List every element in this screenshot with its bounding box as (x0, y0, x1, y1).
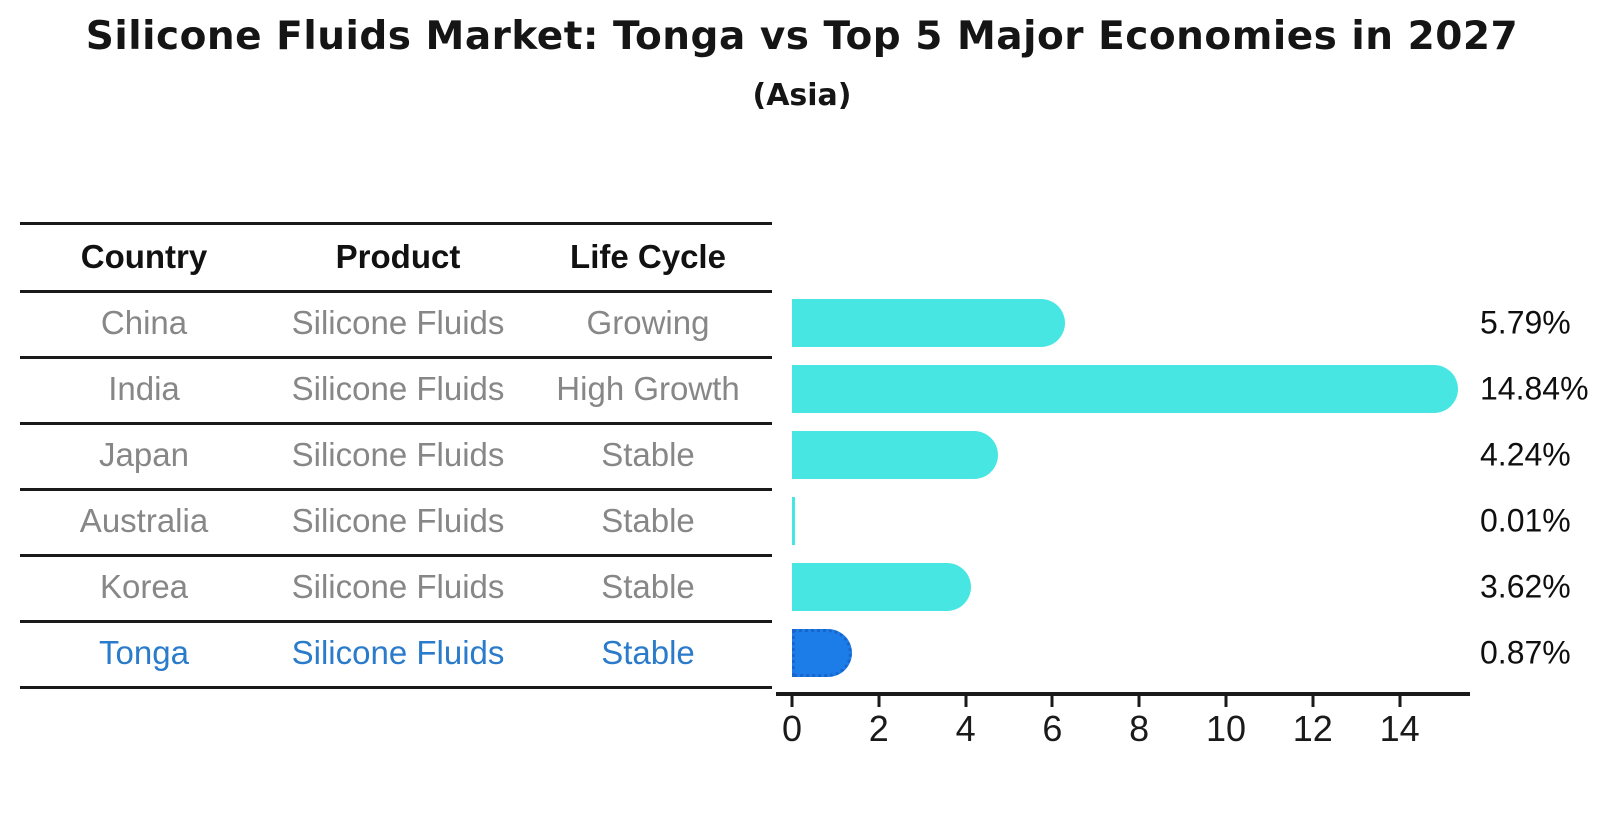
table-cell: Growing (586, 304, 710, 341)
x-axis-tick (877, 696, 881, 707)
bar-china (792, 299, 1066, 347)
x-axis-tick-label: 14 (1379, 708, 1420, 749)
x-axis-tick-label: 12 (1292, 708, 1333, 749)
x-axis-tick (1311, 696, 1315, 707)
table-header-country: Country (80, 238, 208, 275)
x-axis-tick-label: 0 (781, 708, 803, 749)
x-axis-tick (1224, 696, 1228, 707)
table-cell: Australia (79, 502, 209, 539)
chart-subtitle: (Asia) (752, 78, 852, 113)
table-row-rule (20, 356, 772, 359)
x-axis-tick (964, 696, 968, 707)
bar-australia (792, 497, 795, 545)
table-cell: Stable (601, 436, 695, 473)
table-row-rule (20, 554, 772, 557)
x-axis-tick (1398, 696, 1402, 707)
table-cell: Tonga (99, 634, 189, 671)
table-cell: High Growth (556, 370, 740, 407)
table-row-rule (20, 686, 772, 689)
bar-japan (792, 431, 999, 479)
table-header-life-cycle: Life Cycle (570, 238, 726, 275)
table-header-rule (20, 290, 772, 293)
table-cell: Stable (601, 634, 695, 671)
bar-tonga (792, 629, 852, 677)
bar-value-label: 4.24% (1480, 436, 1571, 473)
bar-value-label: 3.62% (1480, 568, 1571, 605)
bar-india (792, 365, 1459, 413)
bar-value-label: 0.01% (1480, 502, 1571, 539)
table-cell: Silicone Fluids (291, 568, 505, 605)
bar-value-label: 5.79% (1480, 304, 1571, 341)
x-axis-tick (1137, 696, 1141, 707)
table-row-rule (20, 422, 772, 425)
table-cell: Silicone Fluids (291, 436, 505, 473)
table-row-rule (20, 488, 772, 491)
bar-value-label: 14.84% (1480, 370, 1589, 407)
table-top-rule (20, 222, 772, 225)
x-axis-tick-label: 4 (955, 708, 976, 749)
x-axis-tick-label: 10 (1205, 708, 1247, 749)
x-axis-tick-label: 8 (1129, 708, 1150, 749)
x-axis-tick-label: 6 (1042, 708, 1063, 749)
x-axis-tick (790, 696, 794, 707)
x-axis-tick-label: 2 (868, 708, 889, 749)
bar-korea (792, 563, 972, 611)
table-cell: Stable (601, 568, 695, 605)
table-cell: India (108, 370, 180, 407)
table-cell: Silicone Fluids (291, 502, 505, 539)
table-cell: Stable (601, 502, 695, 539)
table-cell: Silicone Fluids (291, 304, 505, 341)
x-axis-line (776, 692, 1470, 696)
table-cell: China (100, 304, 188, 341)
chart-title: Silicone Fluids Market: Tonga vs Top 5 M… (85, 14, 1519, 59)
table-cell: Japan (99, 436, 189, 473)
table-cell: Korea (99, 568, 189, 605)
table-header-product: Product (335, 238, 461, 275)
table-row-rule (20, 620, 772, 623)
bar-value-label: 0.87% (1480, 634, 1571, 671)
table-cell: Silicone Fluids (291, 370, 505, 407)
x-axis-tick (1050, 696, 1054, 707)
table-cell: Silicone Fluids (291, 634, 505, 671)
